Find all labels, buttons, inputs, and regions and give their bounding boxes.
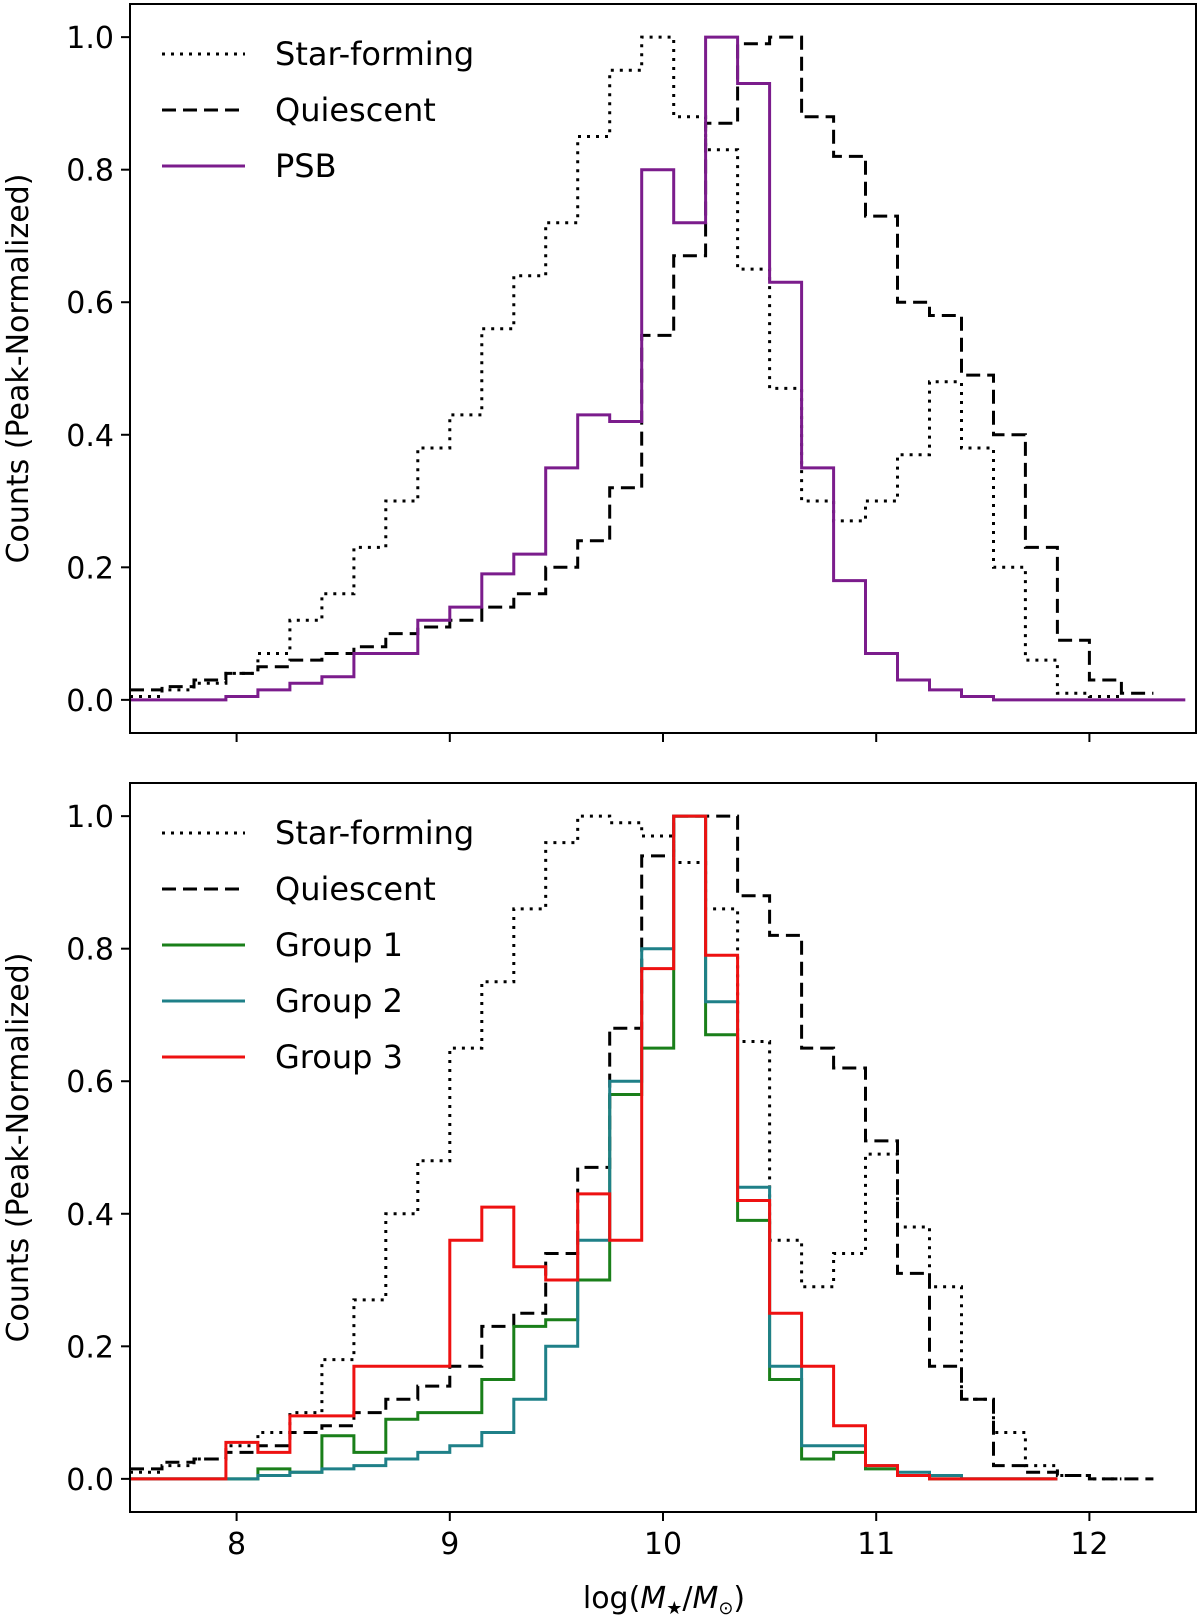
legend-label: Star-forming [275,35,474,73]
legend: Star-forming Quiescent Group 1 Group 2 Group… [162,814,474,1076]
y-tick-label: 0.2 [66,551,114,586]
y-tick-label: 0.8 [66,933,114,968]
x-tick-label: 11 [857,1527,895,1562]
y-tick-label: 0.6 [66,286,114,321]
y-axis-label: Counts (Peak-Normalized) [1,174,36,564]
legend-label: Quiescent [275,870,436,908]
x-tick-label: 10 [644,1527,682,1562]
y-tick-label: 0.8 [66,154,114,189]
y-tick-label: 0.2 [66,1330,114,1365]
series-line-group-3 [130,814,1058,1481]
series-line-group-2 [130,814,1058,1481]
series-line-star-forming [130,814,1122,1481]
legend-label: Group 2 [275,982,403,1020]
y-tick-label: 1.0 [66,21,114,56]
y-axis-label: Counts (Peak-Normalized) [1,953,36,1343]
x-axis-label: log(M★/M⊙) [583,1581,745,1618]
top-panel: 0.0 0.2 0.4 0.6 0.8 1.0 Counts (Peak-Normalize… [1,3,1197,742]
legend-label: Star-forming [275,814,474,852]
series-line-psb [130,35,1186,702]
legend-label: Group 1 [275,926,403,964]
y-tick-label: 1.0 [66,800,114,835]
x-tick-label: 8 [227,1527,246,1562]
bottom-panel: 8 9 10 11 12 0.0 0.2 0.4 0.6 0.8 1.0 Counts (Peak-N… [1,782,1197,1562]
series-line-star-forming [130,35,1122,698]
legend-label: Group 3 [275,1038,403,1076]
x-tick-label: 12 [1070,1527,1108,1562]
series-line-group-1 [130,814,1058,1481]
legend-label: PSB [275,147,337,185]
y-tick-label: 0.6 [66,1065,114,1100]
series-line-quiescent [130,814,1154,1481]
y-tick-label: 0.0 [66,1463,114,1498]
y-tick-label: 0.4 [66,419,114,454]
y-tick-label: 0.4 [66,1198,114,1233]
legend: Star-forming Quiescent PSB [162,35,474,185]
x-tick-label: 9 [440,1527,459,1562]
legend-label: Quiescent [275,91,436,129]
y-tick-label: 0.0 [66,684,114,719]
